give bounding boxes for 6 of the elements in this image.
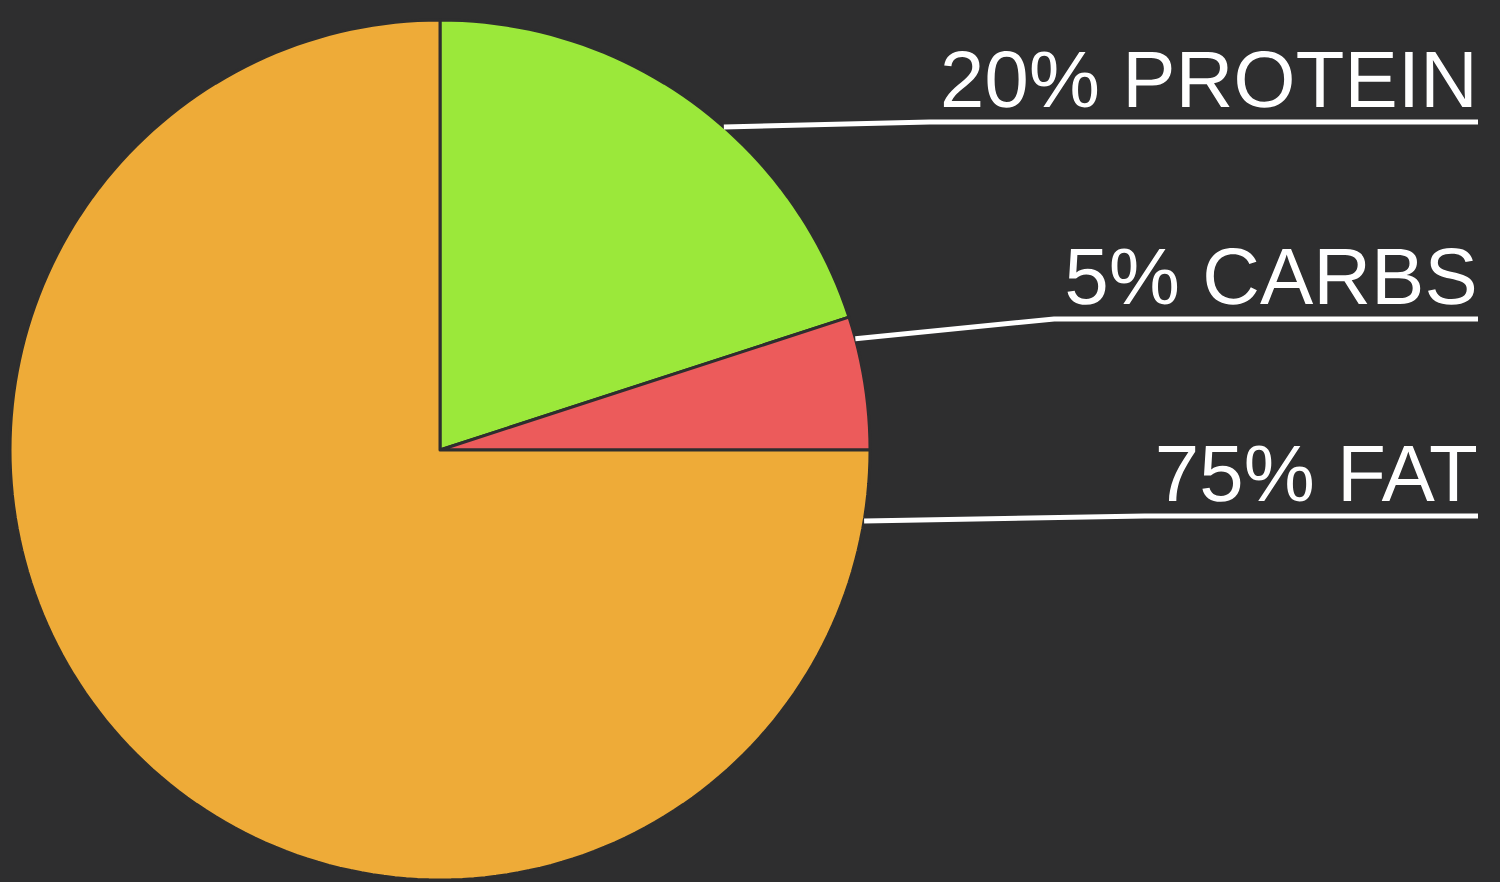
slice-label: FAT <box>1343 445 1477 501</box>
data-label: 5% <box>1067 248 1178 305</box>
data-label: 20% <box>943 51 1098 108</box>
slice-label: CARBS <box>1206 248 1475 305</box>
data-label: 75% <box>1158 445 1312 502</box>
slice-label: PROTEIN <box>1128 51 1472 108</box>
